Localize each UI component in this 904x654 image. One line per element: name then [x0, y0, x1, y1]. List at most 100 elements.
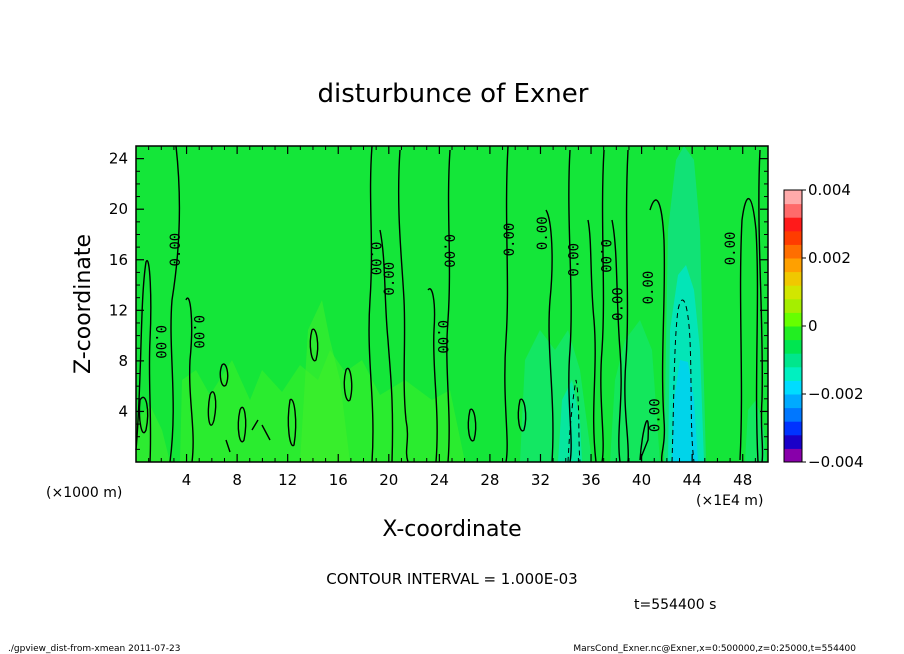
contour-label: 0.00 [723, 232, 739, 266]
colorbar: 0.004 0.002 0 −0.002 −0.004 [783, 181, 864, 471]
contour-line [446, 149, 451, 463]
colorbar-swatch [784, 244, 802, 259]
colorbar-swatch [784, 366, 802, 381]
contour-label: 0.00 [611, 287, 627, 321]
contour-label: 0.00 [434, 320, 450, 354]
colorbar-swatch [784, 407, 802, 422]
footer-left: ./gpview_dist-from-xmean 2011-07-23 [8, 644, 180, 654]
y-tick-label: 4 [118, 402, 128, 420]
y-axis: 4 8 12 16 20 24 [109, 150, 768, 450]
contour-line [517, 398, 527, 432]
field-patch-10 [745, 400, 766, 462]
contour-line [624, 149, 630, 463]
contour-line [587, 219, 597, 463]
colorbar-tick-label: −0.002 [808, 385, 864, 403]
contour-line [207, 391, 217, 426]
contour-line [545, 209, 554, 463]
x-tick-label: 24 [430, 471, 449, 489]
contour-line-negative [671, 299, 695, 463]
x-axis-label: X-coordinate [382, 517, 521, 542]
contour-label: 0.00 [152, 325, 168, 359]
contour-interval: CONTOUR INTERVAL = 1.000E-03 [326, 570, 577, 588]
colorbar-swatch [784, 326, 802, 341]
contour-label: 0.00 [190, 315, 206, 349]
y-tick-label: 20 [109, 200, 128, 218]
contour-line [287, 398, 297, 447]
colorbar-swatch [784, 421, 802, 436]
chart-title: disturbunce of Exner [318, 79, 589, 109]
contour-line [138, 396, 149, 434]
colorbar-swatch [784, 271, 802, 286]
contour-line [427, 288, 438, 463]
y-tick-label: 12 [109, 301, 128, 319]
colorbar-swatch [784, 394, 802, 409]
x-tick-label: 28 [480, 471, 499, 489]
x-tick-label: 20 [379, 471, 398, 489]
contour-lines [135, 145, 764, 463]
y-tick-label: 16 [109, 251, 128, 269]
contour-label: 0.00 [535, 216, 551, 250]
x-tick-label: 44 [683, 471, 702, 489]
contour-line [649, 199, 666, 463]
x-tick-label: 4 [182, 471, 192, 489]
contour-line [185, 297, 194, 463]
x-unit-left: (×1000 m) [46, 485, 122, 501]
time-label: t=554400 s [634, 597, 716, 613]
contour-line [639, 420, 650, 461]
colorbar-tick-label: −0.004 [808, 453, 864, 471]
contour-line [309, 328, 319, 362]
y-axis-label: Z-coordinate [71, 234, 96, 374]
contour-label: 0.00 [502, 223, 518, 257]
field-patches [136, 146, 766, 462]
colorbar-swatch [784, 448, 802, 463]
contour-line [169, 145, 181, 463]
contour-label: 0.00 [168, 233, 184, 267]
contour-lines-negative [567, 299, 695, 463]
colorbar-swatch [784, 339, 802, 354]
x-tick-label: 32 [531, 471, 550, 489]
colorbar-swatch [784, 217, 802, 232]
contour-label: 0.00 [566, 243, 582, 277]
contour-line [758, 149, 764, 463]
contour-line [368, 145, 374, 463]
y-tick-label: 8 [118, 352, 128, 370]
contour-line [611, 219, 622, 463]
colorbar-swatch [784, 434, 802, 449]
colorbar-tick-label: 0.002 [808, 249, 851, 267]
colorbar-tick-label: 0 [808, 317, 818, 335]
contour-line-negative [567, 379, 581, 463]
contour-label: 0.00 [641, 271, 657, 305]
x-unit-right: (×1E4 m) [696, 493, 763, 509]
contour-line [504, 145, 509, 463]
contour-label: 0.00 [440, 234, 456, 268]
contour-line [237, 406, 247, 443]
colorbar-tick-label: 0.004 [808, 181, 851, 199]
contour-line [568, 149, 572, 463]
contour-line [225, 419, 271, 453]
colorbar-swatch [784, 380, 802, 395]
x-tick-label: 16 [329, 471, 348, 489]
footer-right: MarsCond_Exner.nc@Exner,x=0:500000,z=0:2… [573, 644, 856, 654]
x-tick-label: 12 [278, 471, 297, 489]
contour-label: 0.00 [597, 239, 613, 273]
contour-line [343, 367, 353, 402]
colorbar-swatch [784, 230, 802, 245]
x-tick-label: 48 [733, 471, 752, 489]
x-tick-label: 8 [232, 471, 242, 489]
contour-labels: 0.000.00 0.000.000.000.000.000.00 0.000.00… [152, 216, 739, 432]
x-tick-label: 36 [581, 471, 600, 489]
contour-label: 0.00 [367, 242, 383, 276]
contour-label: 0.00 [647, 398, 663, 432]
x-tick-label: 40 [632, 471, 651, 489]
field-patch-2 [300, 300, 350, 462]
contour-label: 0.00 [382, 262, 398, 296]
colorbar-swatch [784, 312, 802, 327]
colorbar-swatch [784, 203, 802, 218]
colorbar-swatch [784, 298, 802, 313]
x-axis: 4 8 12 16 20 24 28 32 36 40 44 48 [148, 146, 756, 489]
colorbar-swatch [784, 353, 802, 368]
colorbar-swatch [784, 190, 802, 205]
contour-line [219, 363, 229, 387]
contour-line [739, 197, 759, 463]
